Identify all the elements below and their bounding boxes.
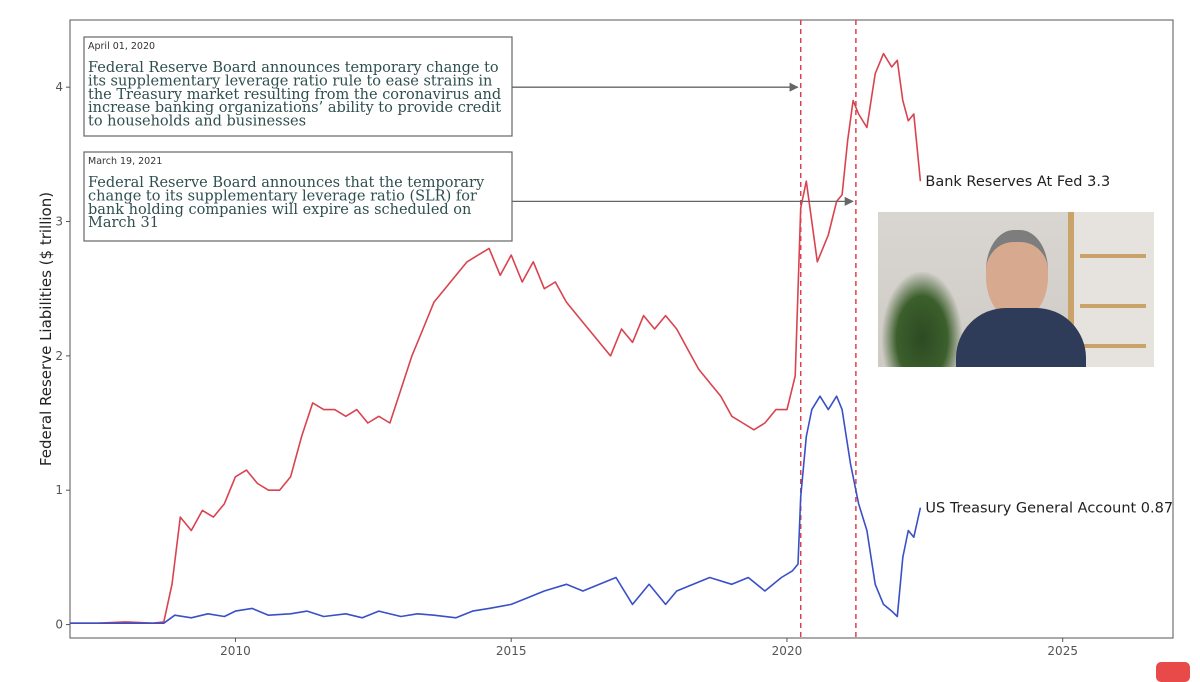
y-tick-label: 1 (55, 483, 63, 497)
series-end-labels: Bank Reserves At Fed 3.3 US Treasury Gene… (925, 174, 1173, 516)
plant (882, 272, 962, 367)
annotation-line: March 31 (88, 215, 159, 231)
y-axis-title: Federal Reserve Liabilities ($ trillion) (37, 192, 55, 466)
x-tick-label: 2010 (220, 644, 251, 658)
annotation-box (83, 151, 513, 242)
annotation: April 01, 2020 Federal Reserve Board anno… (83, 36, 799, 137)
presenter-head (986, 230, 1048, 320)
series-lines (70, 52, 922, 624)
series-line (70, 395, 922, 624)
youtube-icon[interactable] (1156, 662, 1190, 682)
presenter-body (956, 308, 1086, 367)
y-tick-label: 0 (55, 618, 63, 632)
x-tick-label: 2025 (1047, 644, 1078, 658)
annotation-line: to households and businesses (88, 114, 306, 130)
event-lines (799, 20, 857, 638)
annotation-line: Federal Reserve Board announces that the… (88, 175, 485, 191)
annotation-line: its supplementary leverage ratio rule to… (88, 73, 492, 89)
annotation-line: Federal Reserve Board announces temporar… (88, 60, 499, 76)
annotation: March 19, 2021 Federal Reserve Board anno… (83, 151, 854, 242)
y-tick-label: 3 (55, 215, 63, 229)
x-axis: 2010 2015 2020 2025 (220, 638, 1078, 658)
annotation-line: the Treasury market resulting from the c… (88, 87, 501, 103)
annotation-date: April 01, 2020 (88, 41, 155, 52)
annotations: April 01, 2020 Federal Reserve Board anno… (83, 36, 854, 242)
annotation-box (83, 36, 513, 137)
x-tick-label: 2020 (772, 644, 803, 658)
series-line (70, 52, 922, 624)
annotation-line: change to its supplementary leverage rat… (88, 188, 477, 204)
annotation-line: increase banking organizations’ ability … (88, 100, 501, 116)
y-tick-label: 4 (55, 80, 63, 94)
series-end-label: Bank Reserves At Fed 3.3 (925, 174, 1110, 190)
series-end-label: US Treasury General Account 0.87 (925, 501, 1173, 517)
x-tick-label: 2015 (496, 644, 527, 658)
bookshelf (1068, 212, 1154, 367)
presenter (956, 230, 1086, 367)
annotation-line: bank holding companies will expire as sc… (88, 202, 471, 218)
presenter-video-inset (878, 212, 1154, 367)
annotation-date: March 19, 2021 (88, 156, 162, 167)
y-axis: 0 1 2 3 4 (55, 80, 70, 632)
y-tick-label: 2 (55, 349, 63, 363)
